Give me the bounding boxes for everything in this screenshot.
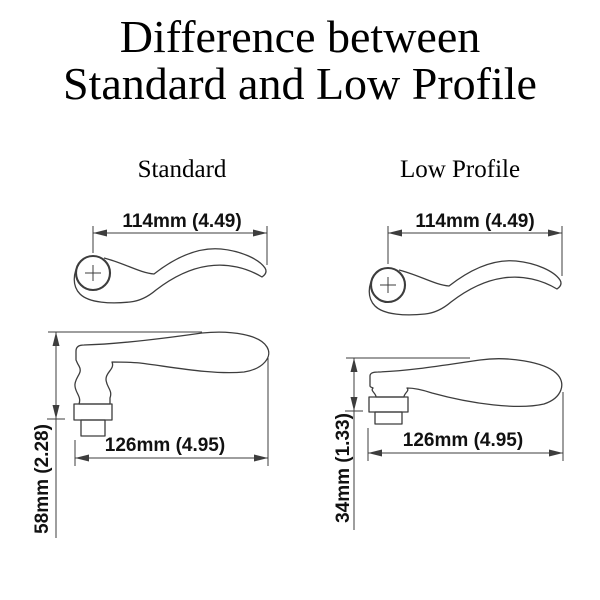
standard-top-width-dimension: 114mm (4.49) [92, 211, 268, 265]
arrowhead-up [350, 358, 358, 372]
collar-rect [73, 403, 113, 421]
arrowhead-left [93, 229, 107, 237]
arrowhead-left [75, 454, 89, 462]
arrowhead-right [254, 454, 268, 462]
arrowhead-left [388, 229, 402, 237]
low-profile-top-width-dimension: 114mm (4.49) [387, 211, 563, 276]
standard-height-label: 58mm (2.28) [32, 424, 53, 534]
standard-top-view [73, 247, 268, 304]
arrowhead-right [549, 449, 563, 457]
spindle-base-rect [374, 411, 403, 425]
page-title: Difference between Standard and Low Prof… [0, 11, 600, 109]
lever-side-outline [369, 358, 563, 408]
column-header-standard: Standard [137, 156, 227, 183]
low-profile-height-dimension: 34mm (1.33) [333, 357, 470, 530]
standard-side-view [73, 331, 270, 437]
low-profile-length-dimension: 126mm (4.95) [367, 392, 564, 461]
collar-rect [368, 396, 409, 413]
standard-length-label: 126mm (4.95) [105, 435, 225, 456]
arrowhead-left [368, 449, 382, 457]
standard-length-dimension: 126mm (4.95) [74, 358, 269, 466]
page-title-line-2: Standard and Low Profile [63, 57, 537, 109]
arrowhead-down [52, 405, 60, 419]
low-profile-top-width-label: 114mm (4.49) [415, 211, 534, 232]
extension-lines [387, 226, 563, 276]
column-header-low-profile: Low Profile [399, 156, 521, 183]
arrowhead-right [548, 229, 562, 237]
standard-top-width-label: 114mm (4.49) [122, 211, 241, 232]
low-profile-height-label: 34mm (1.33) [333, 413, 354, 523]
arrowhead-up [52, 332, 60, 346]
low-profile-top-view [368, 259, 563, 316]
low-profile-length-label: 126mm (4.95) [403, 430, 523, 451]
spindle-base-rect [80, 419, 106, 437]
extension-lines [367, 392, 564, 461]
standard-height-dimension: 58mm (2.28) [32, 331, 202, 538]
arrowhead-down [350, 397, 358, 411]
page-title-line-1: Difference between [119, 11, 481, 62]
low-profile-side-view [368, 358, 563, 425]
lever-side-outline [74, 331, 270, 405]
arrowhead-right [253, 229, 267, 237]
extension-lines [74, 358, 269, 466]
